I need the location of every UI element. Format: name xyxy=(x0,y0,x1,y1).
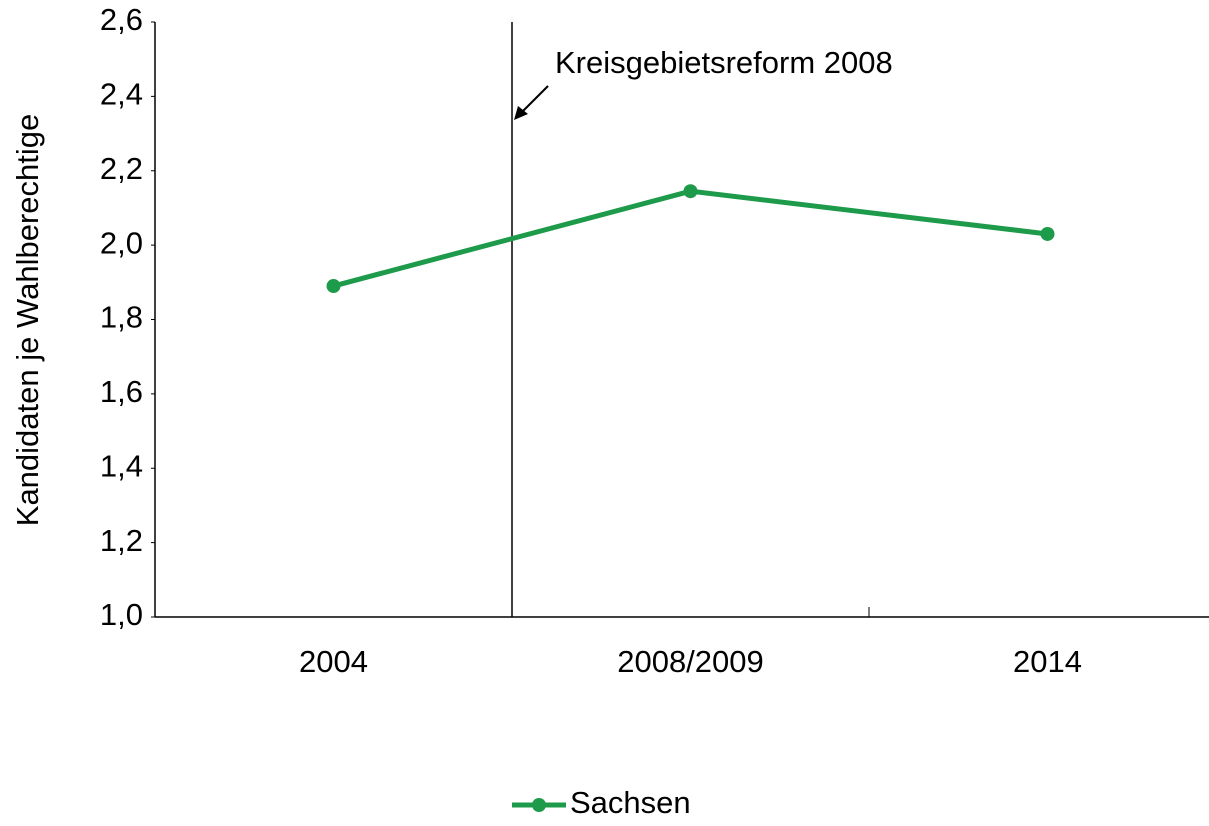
annotation-arrowhead xyxy=(514,106,528,120)
data-point xyxy=(683,184,698,199)
legend-label: Sachsen xyxy=(570,785,691,820)
data-point xyxy=(326,279,341,294)
y-tick-label: 2,0 xyxy=(100,225,143,260)
y-axis-label: Kandidaten je Wahlberechtige xyxy=(10,114,45,526)
y-tick-label: 2,2 xyxy=(100,151,143,186)
x-tick-label: 2008/2009 xyxy=(617,644,764,679)
y-tick-label: 1,4 xyxy=(100,448,143,483)
annotation: Kreisgebietsreform 2008 xyxy=(555,45,893,80)
y-tick-label: 1,2 xyxy=(100,523,143,558)
y-tick-label: 1,8 xyxy=(100,300,143,335)
data-point xyxy=(1040,226,1055,241)
y-tick-label: 1,6 xyxy=(100,374,143,409)
x-tick-label: 2004 xyxy=(299,644,368,679)
y-tick-label: 2,4 xyxy=(100,77,143,112)
x-tick-label: 2014 xyxy=(1013,644,1082,679)
y-tick-label: 1,0 xyxy=(100,597,143,632)
series-line xyxy=(332,188,1048,289)
legend-marker xyxy=(532,798,546,812)
y-tick-label: 2,6 xyxy=(100,2,143,37)
